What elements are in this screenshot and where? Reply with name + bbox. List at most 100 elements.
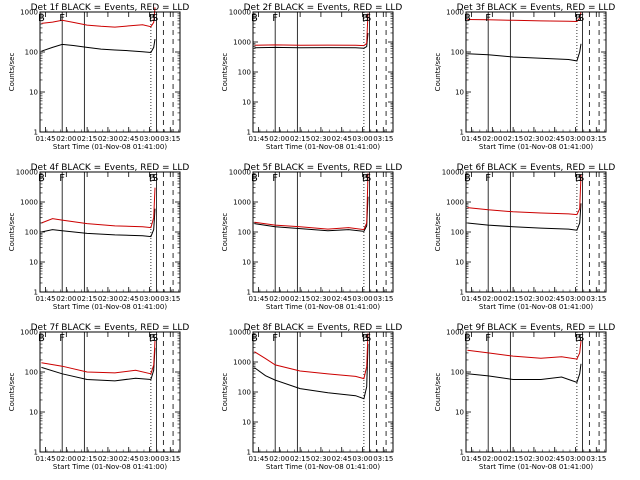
x-tick-label: 02:15 bbox=[77, 455, 97, 463]
y-tick-label: 10000 bbox=[229, 329, 251, 337]
y-axis-label: Counts/sec bbox=[8, 213, 16, 252]
y-tick-label: 1 bbox=[247, 449, 251, 457]
x-tick-label: 03:15 bbox=[586, 295, 606, 303]
plot-frame bbox=[39, 171, 181, 293]
y-tick-label: 10 bbox=[29, 409, 38, 417]
event-marker-b: B bbox=[251, 13, 258, 24]
y-tick-label: 1 bbox=[34, 129, 38, 137]
x-tick-label: 01:45 bbox=[35, 135, 55, 143]
event-marker-s: S bbox=[152, 333, 158, 344]
x-axis-label: Start Time (01-Nov-08 01:41:00) bbox=[266, 143, 380, 151]
x-tick-label: 02:15 bbox=[77, 135, 97, 143]
event-marker-b: B bbox=[38, 173, 45, 184]
x-tick-label: 03:15 bbox=[160, 135, 180, 143]
x-tick-label: 02:30 bbox=[311, 135, 331, 143]
chart-panel-4: Det 4f BLACK = Events, RED = LLD 1 10 100 10… bbox=[8, 163, 189, 311]
chart-title: Det 4f BLACK = Events, RED = LLD bbox=[31, 163, 190, 173]
event-marker-s: S bbox=[578, 13, 584, 24]
y-tick-label: 100 bbox=[238, 229, 251, 237]
series-line-lld bbox=[254, 333, 369, 380]
plot-frame bbox=[465, 11, 607, 133]
chart-panel-1: Det 1f BLACK = Events, RED = LLD 1 10 100 10… bbox=[8, 3, 189, 151]
y-tick-label: 10000 bbox=[229, 9, 251, 17]
y-tick-label: 10 bbox=[242, 99, 251, 107]
chart-panel-9: Det 9f BLACK = Events, RED = LLD 1 10 100 10… bbox=[434, 323, 615, 471]
event-marker-f: F bbox=[59, 333, 65, 344]
event-marker-b: B bbox=[362, 333, 369, 344]
x-tick-label: 02:45 bbox=[119, 135, 139, 143]
y-axis-label: Counts/sec bbox=[8, 53, 16, 92]
event-marker-b: B bbox=[575, 173, 582, 184]
x-axis-label: Start Time (01-Nov-08 01:41:00) bbox=[53, 143, 167, 151]
y-tick-label: 100 bbox=[451, 49, 464, 57]
y-tick-label: 1000 bbox=[20, 329, 38, 337]
x-tick-label: 02:45 bbox=[119, 455, 139, 463]
series-line-events bbox=[467, 43, 582, 62]
event-marker-s: S bbox=[365, 13, 371, 24]
y-tick-label: 1000 bbox=[20, 9, 38, 17]
x-tick-label: 01:45 bbox=[248, 135, 268, 143]
x-tick-label: 02:15 bbox=[290, 295, 310, 303]
series-line-lld bbox=[467, 174, 582, 216]
chart-title: Det 5f BLACK = Events, RED = LLD bbox=[244, 163, 403, 173]
chart-title: Det 3f BLACK = Events, RED = LLD bbox=[457, 3, 616, 13]
x-tick-label: 02:15 bbox=[503, 455, 523, 463]
event-marker-b: B bbox=[38, 13, 45, 24]
event-marker-b: B bbox=[149, 13, 156, 24]
x-tick-label: 02:15 bbox=[290, 455, 310, 463]
x-tick-label: 01:45 bbox=[248, 295, 268, 303]
x-tick-label: 03:00 bbox=[565, 295, 585, 303]
series-line-events bbox=[467, 203, 582, 231]
y-tick-label: 1000 bbox=[233, 39, 251, 47]
series-line-lld bbox=[41, 187, 156, 229]
x-tick-label: 02:30 bbox=[311, 455, 331, 463]
x-tick-label: 01:45 bbox=[461, 295, 481, 303]
x-tick-label: 02:00 bbox=[56, 135, 76, 143]
x-tick-label: 02:15 bbox=[77, 295, 97, 303]
series-line-lld bbox=[467, 340, 582, 360]
plot-frame bbox=[252, 171, 394, 293]
x-tick-label: 02:45 bbox=[545, 295, 565, 303]
x-tick-label: 01:45 bbox=[461, 135, 481, 143]
x-tick-label: 02:45 bbox=[545, 455, 565, 463]
chart-panel-6: Det 6f BLACK = Events, RED = LLD 1 10 100 10… bbox=[434, 163, 615, 311]
x-tick-label: 01:45 bbox=[248, 455, 268, 463]
event-marker-s: S bbox=[578, 173, 584, 184]
chart-title: Det 9f BLACK = Events, RED = LLD bbox=[457, 323, 616, 333]
y-tick-label: 100 bbox=[25, 49, 38, 57]
series-line-events bbox=[467, 363, 582, 384]
y-tick-label: 10 bbox=[455, 409, 464, 417]
x-tick-label: 02:00 bbox=[482, 295, 502, 303]
series-line-events bbox=[41, 39, 156, 54]
x-tick-label: 01:45 bbox=[35, 455, 55, 463]
event-marker-s: S bbox=[152, 173, 158, 184]
event-marker-f: F bbox=[272, 173, 278, 184]
y-axis-label: Counts/sec bbox=[221, 373, 229, 412]
x-tick-label: 01:45 bbox=[35, 295, 55, 303]
chart-title: Det 8f BLACK = Events, RED = LLD bbox=[244, 323, 403, 333]
x-tick-label: 02:00 bbox=[269, 455, 289, 463]
x-tick-label: 02:00 bbox=[56, 295, 76, 303]
x-tick-label: 03:00 bbox=[352, 295, 372, 303]
y-tick-label: 10 bbox=[455, 89, 464, 97]
y-tick-label: 10 bbox=[242, 259, 251, 267]
x-tick-label: 02:45 bbox=[332, 455, 352, 463]
x-tick-label: 02:00 bbox=[56, 455, 76, 463]
series-line-events bbox=[41, 208, 156, 238]
y-axis-label: Counts/sec bbox=[434, 213, 442, 252]
event-marker-s: S bbox=[578, 333, 584, 344]
y-tick-label: 100 bbox=[238, 69, 251, 77]
event-marker-b: B bbox=[362, 13, 369, 24]
chart-panel-3: Det 3f BLACK = Events, RED = LLD 1 10 100 10… bbox=[434, 3, 615, 151]
x-tick-label: 03:15 bbox=[160, 295, 180, 303]
x-tick-label: 02:15 bbox=[290, 135, 310, 143]
event-marker-b: B bbox=[464, 333, 471, 344]
y-tick-label: 1000 bbox=[446, 199, 464, 207]
x-tick-label: 03:00 bbox=[565, 455, 585, 463]
x-tick-label: 02:30 bbox=[524, 455, 544, 463]
y-tick-label: 10 bbox=[242, 419, 251, 427]
y-tick-label: 100 bbox=[25, 369, 38, 377]
x-tick-label: 03:15 bbox=[160, 455, 180, 463]
y-tick-label: 10000 bbox=[16, 169, 38, 177]
